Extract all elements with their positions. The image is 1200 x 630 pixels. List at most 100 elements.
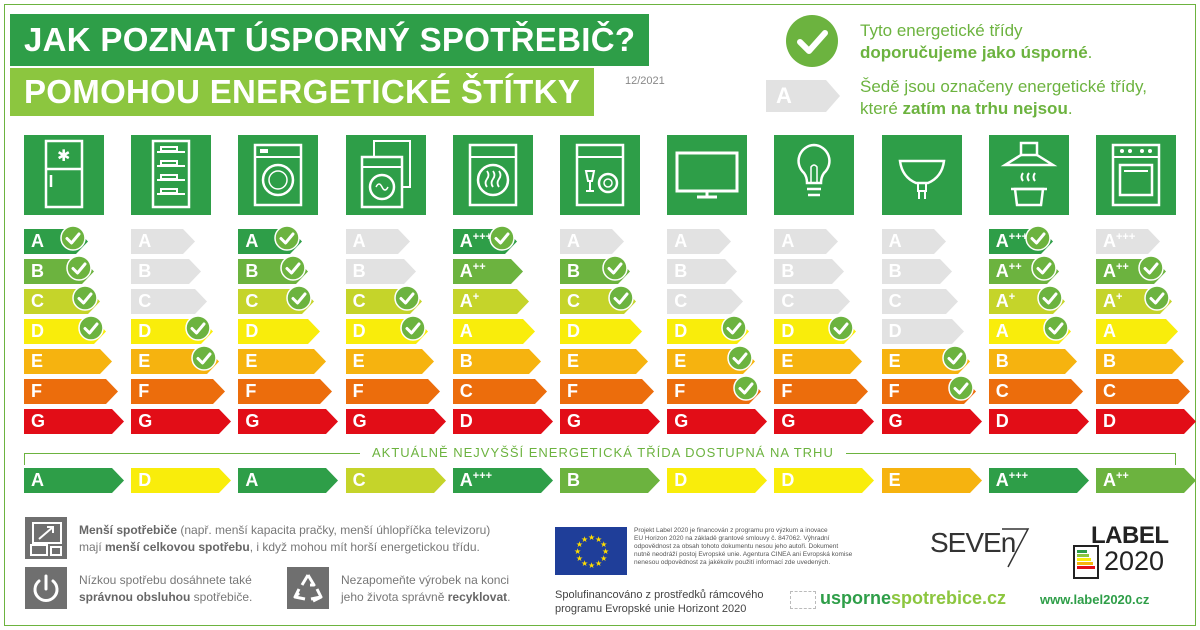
energy-class-bar: E: [238, 349, 340, 374]
website-link[interactable]: www.label2020.cz: [1040, 592, 1150, 607]
energy-class-bar: C: [560, 285, 662, 314]
energy-class-label: D: [888, 321, 902, 341]
energy-class-label: A: [567, 231, 580, 251]
energy-class-bar: A: [1096, 319, 1198, 344]
energy-class-bar: D: [24, 315, 126, 344]
energy-class-label: D: [674, 321, 688, 341]
energy-class-bar: E: [24, 349, 126, 374]
energy-class-bar: C: [881, 289, 984, 314]
energy-class-bar: A+: [988, 285, 1091, 314]
appliance-columns: ✱ A B C D E F G A A B C D E F G D A B C D E F G A A B C D E F G C A+++ A++…: [24, 135, 1196, 493]
energy-class-label: C: [138, 291, 152, 311]
check-icon: [1031, 255, 1057, 281]
energy-class-bar: G: [881, 409, 984, 434]
tumble-dryer-icon: [452, 135, 533, 215]
energy-class-label: A+++: [1103, 231, 1136, 251]
energy-class-bar: B: [131, 259, 233, 284]
energy-class-bar: D: [131, 315, 233, 344]
check-icon: [1025, 225, 1051, 251]
energy-class-bar: B: [1096, 349, 1198, 374]
available-class-bar: A: [24, 468, 176, 493]
energy-class-bar: D: [988, 409, 1091, 434]
energy-class-label: D: [352, 321, 366, 341]
check-icon: [727, 345, 753, 371]
available-class-bar: D: [667, 468, 819, 493]
energy-class-label: B: [1103, 351, 1116, 371]
energy-class-label: F: [781, 381, 793, 401]
energy-class-label: A: [138, 231, 152, 251]
energy-class-bar: B: [345, 259, 448, 284]
energy-class-bar: D: [881, 319, 984, 344]
energy-class-bar: C: [345, 285, 448, 314]
energy-class-label: G: [888, 411, 903, 431]
energy-class-label: C: [352, 291, 366, 311]
energy-class-label: B: [245, 261, 259, 281]
legend-recommended: Tyto energetické třídy doporučujeme jako…: [860, 21, 1093, 62]
cooker-hood-icon: [988, 135, 1069, 215]
available-class-bar: C: [345, 468, 498, 493]
check-icon: [608, 285, 634, 311]
energy-class-label: G: [781, 411, 796, 431]
energy-class-bar: D: [452, 409, 555, 434]
energy-class-bar: D: [667, 315, 769, 344]
check-icon: [1043, 315, 1069, 341]
energy-class-label: E: [674, 351, 687, 371]
energy-class-label: A++: [459, 261, 486, 281]
available-class-bar: A: [238, 468, 390, 493]
energy-class-bar: D: [560, 319, 662, 344]
energy-class-label: F: [31, 381, 42, 401]
energy-class-bar: B: [238, 255, 340, 284]
energy-class-bar: A: [774, 229, 876, 254]
check-icon: [828, 315, 855, 341]
energy-class-bar: A++: [988, 255, 1091, 284]
energy-class-label: A++: [1103, 261, 1129, 281]
check-icon: [393, 285, 420, 311]
energy-class-bar: G: [560, 409, 662, 434]
available-class-bar: E: [881, 468, 1034, 493]
check-icon: [1138, 255, 1164, 281]
legend-grey-sample: A: [766, 80, 840, 112]
check-icon: [733, 375, 759, 401]
energy-class-label: B: [352, 261, 366, 281]
energy-class-bar: A+++: [452, 225, 555, 254]
energy-class-bar: A: [452, 319, 555, 344]
available-divider-left: [24, 453, 25, 465]
check-icon: [274, 225, 301, 251]
energy-class-label: E: [352, 351, 365, 371]
energy-class-label: A+: [995, 291, 1016, 311]
energy-class-bar: G: [24, 409, 126, 434]
energy-class-bar: F: [24, 379, 126, 404]
energy-class-bar: A: [560, 229, 662, 254]
energy-class-bar: F: [345, 379, 448, 404]
energy-class-label: G: [674, 411, 689, 431]
energy-class-bar: G: [774, 409, 876, 434]
svg-text:★: ★: [581, 559, 588, 568]
energy-class-label: E: [781, 351, 794, 371]
energy-class-bar: E: [774, 349, 876, 374]
energy-class-bar: C: [988, 379, 1091, 404]
available-class-label: C: [352, 470, 366, 490]
svg-text:★: ★: [581, 535, 588, 544]
seven-logo: SEVEn: [930, 527, 1030, 568]
svg-text:★: ★: [595, 535, 602, 544]
energy-class-bar: A: [24, 225, 126, 254]
wine-cooler-icon: [131, 135, 212, 215]
energy-class-label: B: [781, 261, 795, 281]
available-class-label: A++: [1103, 470, 1129, 490]
energy-class-label: F: [352, 381, 364, 401]
energy-class-bar: B: [988, 349, 1091, 374]
energy-class-label: E: [567, 351, 580, 371]
page-subtitle: POMOHOU ENERGETICKÉ ŠTÍTKY: [10, 68, 595, 116]
energy-class-label: D: [781, 321, 795, 341]
energy-class-label: G: [31, 411, 46, 431]
energy-class-bar: G: [667, 409, 769, 434]
energy-class-bar: A++: [452, 259, 555, 284]
energy-class-bar: G: [131, 409, 233, 434]
energy-class-label: B: [567, 261, 580, 281]
energy-class-label: C: [781, 291, 795, 311]
check-icon: [786, 15, 838, 67]
energy-class-bar: A++: [1096, 255, 1198, 284]
energy-class-bar: F: [131, 379, 233, 404]
energy-class-label: C: [888, 291, 902, 311]
check-icon: [1037, 285, 1063, 311]
